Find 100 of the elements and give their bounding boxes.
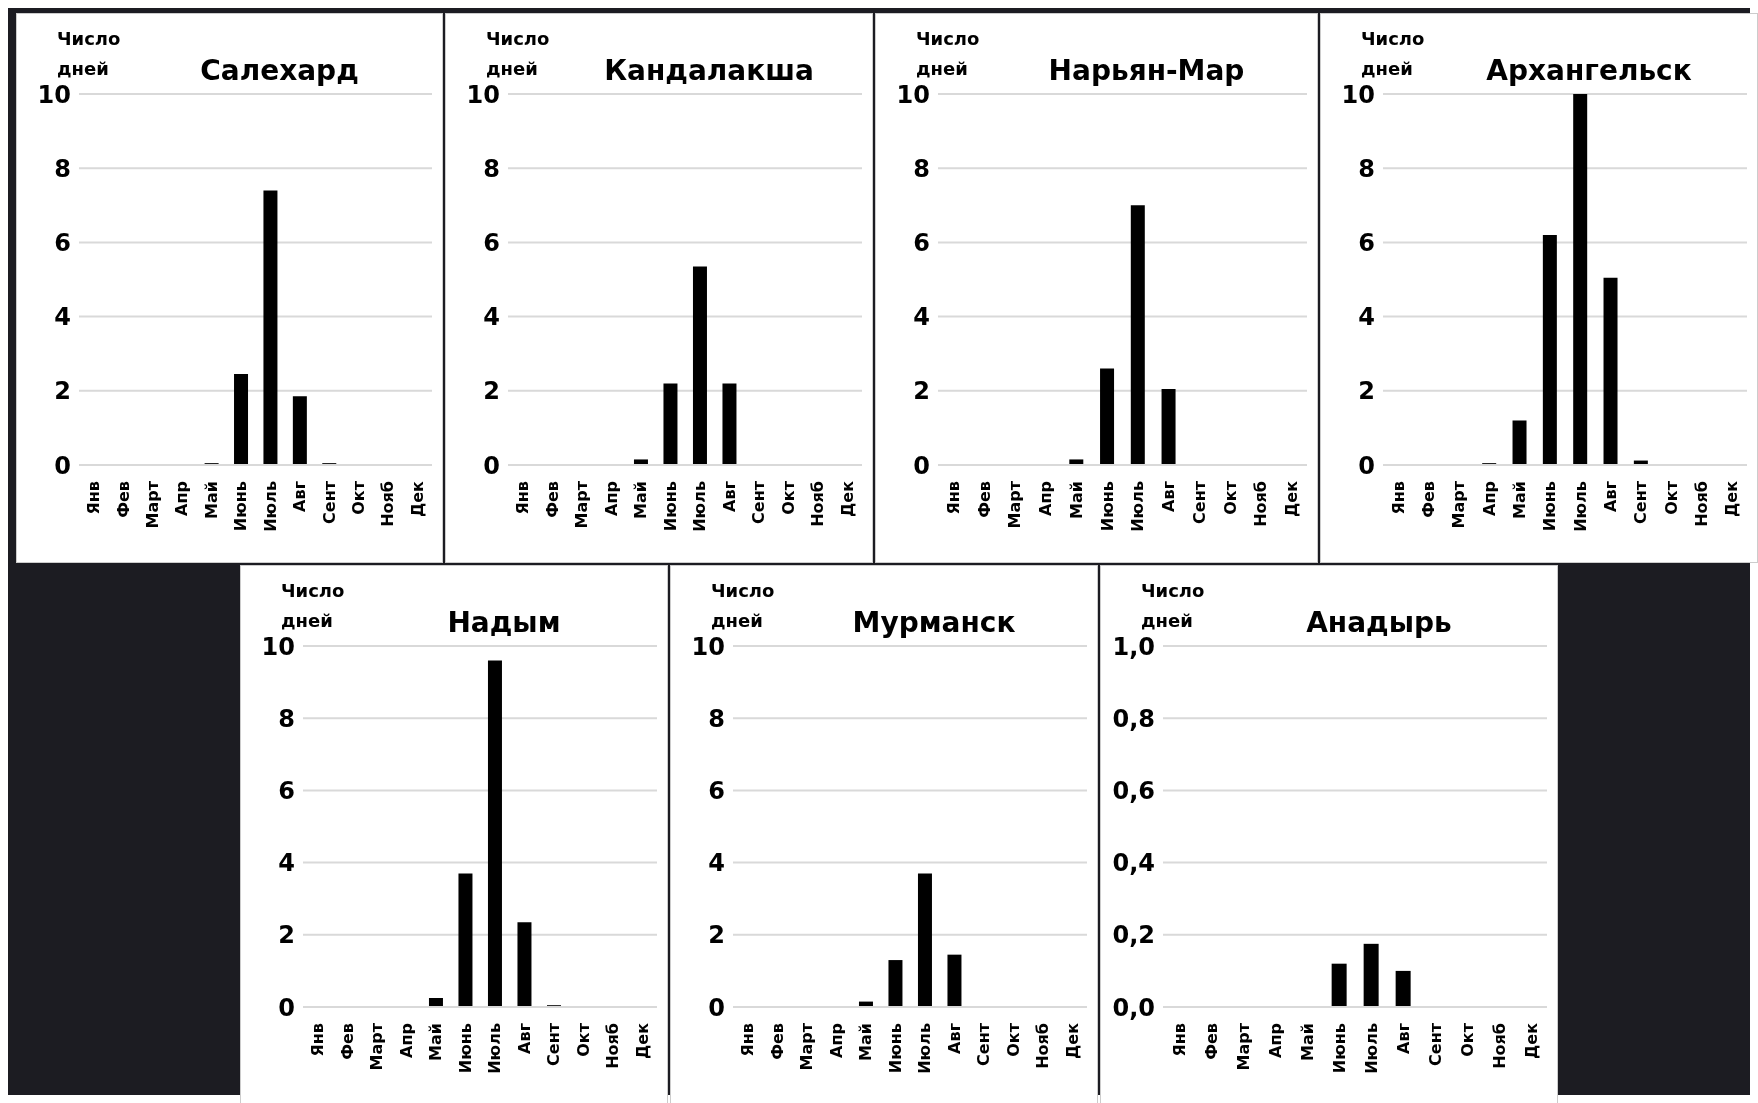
x-tick-label: Фев xyxy=(974,481,994,518)
x-tick-label: Сент xyxy=(1425,1022,1445,1066)
chart-title: Кандалакша xyxy=(603,54,815,87)
y-tick-label: 0,6 xyxy=(1112,776,1155,805)
y-tick-label: 8 xyxy=(278,704,295,733)
x-tick-label: Фев xyxy=(113,481,133,518)
y-tick-label: 0,2 xyxy=(1112,921,1155,950)
x-tick-label: Июнь xyxy=(1540,481,1560,532)
x-tick-label: Авг xyxy=(1159,481,1179,512)
x-tick-label: Янв xyxy=(84,481,104,515)
x-tick-label: Окт xyxy=(1003,1022,1023,1057)
x-tick-label: Янв xyxy=(1388,481,1408,515)
x-tick-label: Янв xyxy=(308,1023,328,1057)
y-tick-label: 0,0 xyxy=(1112,993,1155,1022)
x-tick-label: Сент xyxy=(749,480,769,524)
y-axis-title: Число дней xyxy=(711,580,775,631)
x-tick-label: Апр xyxy=(1036,481,1056,516)
y-axis-title: Число дней xyxy=(486,28,550,79)
x-tick-label: Окт xyxy=(1661,480,1681,515)
x-tick-label: Окт xyxy=(1220,480,1240,515)
x-tick-label: Март xyxy=(367,1022,387,1071)
x-tick-label: Фев xyxy=(1201,1023,1221,1060)
y-axis-title: Число дней xyxy=(1361,28,1425,79)
x-tick-label: Авг xyxy=(290,481,310,512)
y-tick-label: 4 xyxy=(54,303,71,332)
x-tick-label: Янв xyxy=(943,481,963,515)
x-tick-label: Июнь xyxy=(231,481,251,532)
y-tick-label: 10 xyxy=(37,80,71,109)
y-tick-label: 4 xyxy=(278,849,295,878)
x-tick-label: Март xyxy=(572,480,592,529)
x-tick-label: Май xyxy=(426,1023,446,1061)
x-tick-label: Нояб xyxy=(1489,1023,1509,1069)
y-tick-label: 2 xyxy=(54,377,71,406)
x-tick-label: Июль xyxy=(1570,481,1590,532)
x-tick-label: Июнь xyxy=(1097,481,1117,532)
x-tick-label: Окт xyxy=(778,480,798,515)
x-tick-label: Фев xyxy=(542,481,562,518)
x-tick-label: Нояб xyxy=(603,1023,623,1069)
x-tick-label: Авг xyxy=(1601,481,1620,512)
x-tick-label: Март xyxy=(1233,1022,1253,1071)
x-tick-label: Окт xyxy=(573,1022,593,1057)
y-tick-label: 10 xyxy=(261,632,295,661)
y-tick-label: 4 xyxy=(708,849,725,878)
x-tick-label: Май xyxy=(1066,481,1086,519)
y-tick-label: 8 xyxy=(913,154,930,183)
x-tick-label: Июнь xyxy=(455,1023,475,1074)
x-tick-label: Дек xyxy=(632,1022,652,1059)
x-tick-label: Апр xyxy=(172,481,192,516)
x-tick-label: Авг xyxy=(1393,1023,1413,1054)
y-tick-label: 8 xyxy=(708,704,725,733)
y-tick-label: 2 xyxy=(278,921,295,950)
y-tick-label: 2 xyxy=(483,377,500,406)
y-tick-label: 0 xyxy=(708,993,725,1022)
x-tick-label: Июль xyxy=(1361,1023,1381,1074)
x-tick-label: Май xyxy=(1297,1023,1317,1061)
x-tick-label: Май xyxy=(631,481,651,519)
x-tick-label: Апр xyxy=(1479,481,1499,516)
x-tick-label: Нояб xyxy=(1033,1023,1053,1069)
x-tick-label: Авг xyxy=(944,1023,964,1054)
y-tick-label: 0 xyxy=(913,451,930,480)
x-tick-label: Янв xyxy=(738,1023,758,1057)
x-tick-label: Нояб xyxy=(808,481,828,527)
x-tick-label: Июль xyxy=(260,481,280,532)
x-tick-label: Апр xyxy=(396,1023,416,1058)
chart-title: Мурманск xyxy=(851,606,1017,639)
x-tick-label: Июль xyxy=(915,1023,935,1074)
x-tick-label: Дек xyxy=(1282,480,1302,517)
y-tick-label: 4 xyxy=(913,303,930,332)
y-tick-label: 8 xyxy=(1358,154,1375,183)
y-tick-label: 0,4 xyxy=(1112,849,1155,878)
x-tick-label: Сент xyxy=(1631,480,1651,524)
x-tick-label: Янв xyxy=(513,481,533,515)
x-tick-label: Дек xyxy=(1521,1022,1541,1059)
y-tick-label: 6 xyxy=(708,776,725,805)
x-tick-label: Апр xyxy=(601,481,621,516)
y-tick-label: 0 xyxy=(1358,451,1375,480)
x-tick-label: Март xyxy=(1449,480,1469,529)
x-tick-label: Фев xyxy=(337,1023,357,1060)
y-axis-title: Число дней xyxy=(57,28,121,79)
y-tick-label: 6 xyxy=(1358,228,1375,257)
x-tick-label: Апр xyxy=(1265,1023,1285,1058)
y-tick-label: 0 xyxy=(483,451,500,480)
y-tick-label: 2 xyxy=(913,377,930,406)
y-tick-label: 8 xyxy=(483,154,500,183)
x-tick-label: Май xyxy=(1510,481,1529,519)
x-tick-label: Март xyxy=(797,1022,817,1071)
y-tick-label: 4 xyxy=(483,303,500,332)
x-tick-label: Сент xyxy=(319,480,339,524)
x-tick-label: Фев xyxy=(1419,481,1438,518)
x-tick-label: Фев xyxy=(767,1023,787,1060)
x-tick-label: Янв xyxy=(1169,1023,1189,1057)
chart-title: Салехард xyxy=(199,54,360,87)
x-tick-label: Авг xyxy=(514,1023,534,1054)
x-tick-label: Июнь xyxy=(660,481,680,532)
y-tick-label: 6 xyxy=(913,228,930,257)
x-tick-label: Май xyxy=(201,481,221,519)
x-tick-label: Июль xyxy=(485,1023,505,1074)
chart-title: Надым xyxy=(446,606,562,639)
x-tick-label: Сент xyxy=(544,1022,564,1066)
chart-title: Нарьян-Мар xyxy=(1047,54,1246,87)
